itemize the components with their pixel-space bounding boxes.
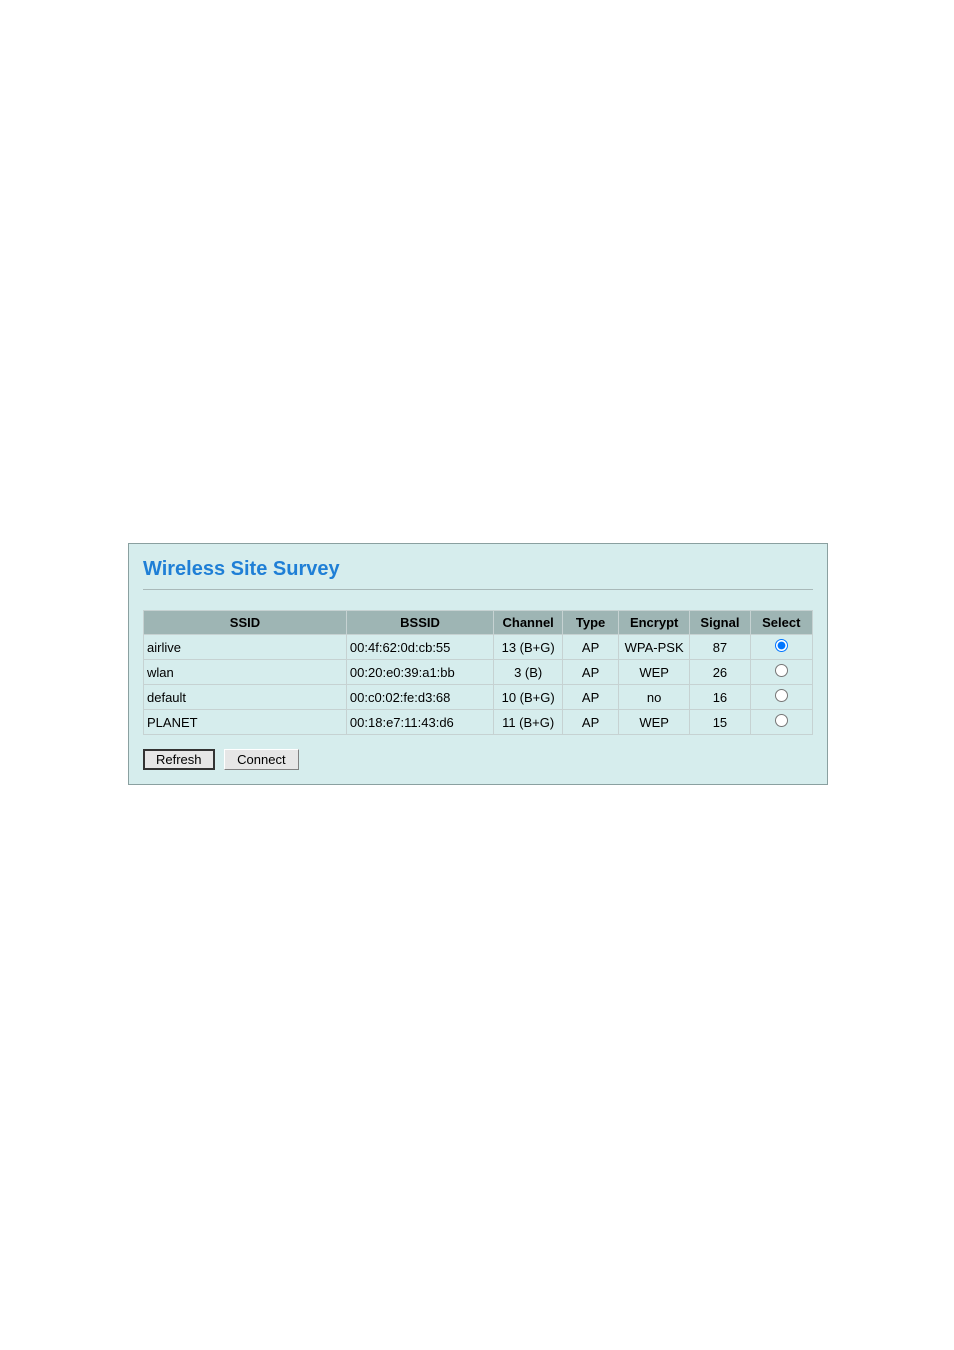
table-row: wlan00:20:e0:39:a1:bb3 (B)APWEP26	[144, 660, 813, 685]
col-header-ssid: SSID	[144, 611, 347, 635]
divider	[143, 589, 813, 590]
table-row: airlive00:4f:62:0d:cb:5513 (B+G)APWPA-PS…	[144, 635, 813, 660]
cell-bssid: 00:20:e0:39:a1:bb	[346, 660, 493, 685]
cell-type: AP	[563, 660, 619, 685]
col-header-channel: Channel	[494, 611, 563, 635]
cell-bssid: 00:18:e7:11:43:d6	[346, 710, 493, 735]
cell-bssid: 00:4f:62:0d:cb:55	[346, 635, 493, 660]
cell-ssid: default	[144, 685, 347, 710]
select-radio[interactable]	[775, 664, 788, 677]
survey-table: SSID BSSID Channel Type Encrypt Signal S…	[143, 610, 813, 735]
cell-encrypt: WEP	[618, 710, 689, 735]
refresh-button[interactable]: Refresh	[143, 749, 215, 770]
cell-signal: 26	[690, 660, 750, 685]
cell-channel: 3 (B)	[494, 660, 563, 685]
col-header-signal: Signal	[690, 611, 750, 635]
table-row: default00:c0:02:fe:d3:6810 (B+G)APno16	[144, 685, 813, 710]
table-header-row: SSID BSSID Channel Type Encrypt Signal S…	[144, 611, 813, 635]
select-radio[interactable]	[775, 714, 788, 727]
connect-button[interactable]: Connect	[224, 749, 298, 770]
cell-channel: 10 (B+G)	[494, 685, 563, 710]
col-header-bssid: BSSID	[346, 611, 493, 635]
cell-type: AP	[563, 635, 619, 660]
page-title: Wireless Site Survey	[143, 558, 813, 581]
cell-signal: 15	[690, 710, 750, 735]
cell-channel: 13 (B+G)	[494, 635, 563, 660]
cell-encrypt: no	[618, 685, 689, 710]
button-bar: Refresh Connect	[143, 749, 813, 770]
cell-select	[750, 635, 812, 660]
cell-signal: 16	[690, 685, 750, 710]
col-header-type: Type	[563, 611, 619, 635]
cell-ssid: wlan	[144, 660, 347, 685]
cell-channel: 11 (B+G)	[494, 710, 563, 735]
cell-signal: 87	[690, 635, 750, 660]
cell-select	[750, 710, 812, 735]
cell-type: AP	[563, 710, 619, 735]
cell-select	[750, 685, 812, 710]
table-row: PLANET00:18:e7:11:43:d611 (B+G)APWEP15	[144, 710, 813, 735]
col-header-select: Select	[750, 611, 812, 635]
cell-ssid: PLANET	[144, 710, 347, 735]
cell-select	[750, 660, 812, 685]
cell-type: AP	[563, 685, 619, 710]
select-radio[interactable]	[775, 689, 788, 702]
cell-bssid: 00:c0:02:fe:d3:68	[346, 685, 493, 710]
site-survey-panel: Wireless Site Survey SSID BSSID Channel …	[128, 543, 828, 785]
select-radio[interactable]	[775, 639, 788, 652]
cell-encrypt: WPA-PSK	[618, 635, 689, 660]
cell-ssid: airlive	[144, 635, 347, 660]
col-header-encrypt: Encrypt	[618, 611, 689, 635]
cell-encrypt: WEP	[618, 660, 689, 685]
